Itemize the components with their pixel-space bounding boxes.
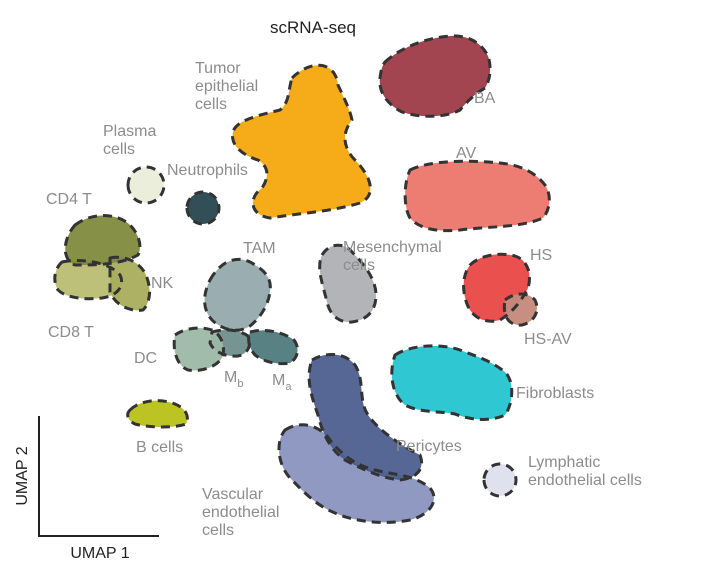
cluster-label-line: BA bbox=[474, 90, 496, 107]
cluster-label-line: epithelial bbox=[195, 78, 258, 95]
cluster-label-neutrophils: Neutrophils bbox=[167, 162, 248, 179]
cluster-outlines bbox=[53, 34, 551, 524]
cluster-label-line: Fibroblasts bbox=[516, 385, 594, 402]
cluster-label-pericytes: Pericytes bbox=[396, 438, 462, 455]
cluster-label-line: Plasma bbox=[103, 123, 156, 140]
cluster-label-ma: Ma bbox=[272, 372, 292, 393]
cluster-label-av: AV bbox=[456, 145, 476, 162]
cluster-label-line: endothelial cells bbox=[528, 472, 642, 489]
cluster-label-cd4t: CD4 T bbox=[46, 191, 92, 208]
cluster-label-lymphatic: Lymphatic endothelial cells bbox=[528, 454, 642, 489]
cluster-label-hs: HS bbox=[530, 247, 552, 264]
cluster-label-subscript: a bbox=[285, 381, 292, 393]
cluster-outline-cd4t bbox=[63, 214, 142, 267]
cluster-label-mesenchymal: Mesenchymal cells bbox=[343, 239, 442, 274]
cluster-label-line: Lymphatic bbox=[528, 454, 600, 471]
cluster-label-line: TAM bbox=[243, 240, 276, 257]
cluster-outline-vascular bbox=[277, 423, 436, 524]
cluster-label-tumor: Tumor epithelial cells bbox=[195, 60, 258, 113]
cluster-label-nk: NK bbox=[151, 275, 174, 292]
cluster-outline-nk bbox=[108, 255, 152, 312]
cluster-av bbox=[405, 161, 550, 231]
cluster-label-ba: BA bbox=[474, 90, 496, 107]
cluster-label-line: B cells bbox=[136, 439, 183, 456]
y-axis-label: UMAP 2 bbox=[14, 446, 31, 505]
cluster-label-line: Pericytes bbox=[396, 438, 462, 455]
cluster-nk bbox=[110, 257, 150, 311]
cluster-label-base: M bbox=[272, 372, 285, 389]
cluster-blobs bbox=[54, 35, 550, 523]
cluster-label-base: M bbox=[224, 369, 237, 386]
cluster-cd4t bbox=[65, 215, 140, 265]
cluster-ba bbox=[379, 35, 491, 117]
cluster-plasma bbox=[128, 167, 164, 203]
cluster-label-plasma: Plasma cells bbox=[103, 123, 156, 158]
cluster-label-cd8t: CD8 T bbox=[48, 324, 94, 341]
cluster-outline-hs bbox=[462, 252, 531, 323]
cluster-label-line: HS-AV bbox=[524, 331, 572, 348]
cluster-label-line: Tumor bbox=[195, 60, 241, 77]
cluster-vascular bbox=[278, 424, 434, 523]
cluster-outline-av bbox=[403, 159, 551, 233]
cluster-label-line: DC bbox=[134, 350, 157, 367]
cluster-outline-fibroblasts bbox=[390, 344, 514, 421]
cluster-outline-tumor bbox=[231, 63, 372, 220]
cluster-label-line: cells bbox=[103, 141, 135, 158]
cluster-label-line: CD4 T bbox=[46, 191, 92, 208]
cluster-bcells bbox=[127, 400, 188, 427]
cluster-outline-plasma bbox=[126, 165, 166, 205]
cluster-cd8t bbox=[54, 260, 122, 299]
cluster-label-line: HS bbox=[530, 247, 552, 264]
cluster-label-subscript: b bbox=[237, 378, 243, 390]
cluster-label-line: cells bbox=[343, 257, 375, 274]
cluster-label-mb: Mb bbox=[224, 369, 243, 390]
cluster-outline-bcells bbox=[126, 399, 189, 429]
cluster-outline-pericytes bbox=[307, 353, 424, 482]
cluster-lymphatic bbox=[484, 464, 516, 496]
x-axis-label: UMAP 1 bbox=[70, 545, 129, 562]
cluster-dc bbox=[174, 327, 224, 371]
cluster-outline-ma bbox=[247, 328, 299, 366]
cluster-ma bbox=[248, 330, 298, 364]
cluster-label-line: Neutrophils bbox=[167, 162, 248, 179]
cluster-label-line: cells bbox=[202, 522, 234, 539]
cluster-outline-mesenchymal bbox=[318, 243, 378, 324]
cluster-tam bbox=[204, 259, 271, 331]
cluster-label-line: cells bbox=[195, 96, 227, 113]
cluster-label-line: CD8 T bbox=[48, 324, 94, 341]
axis-indicator: UMAP 1 UMAP 2 bbox=[14, 416, 159, 562]
cluster-label-tam: TAM bbox=[243, 240, 276, 257]
cluster-fibroblasts bbox=[391, 345, 512, 420]
cluster-neutrophils bbox=[187, 192, 219, 224]
cluster-label-bcells: B cells bbox=[136, 439, 183, 456]
cluster-outline-lymphatic bbox=[482, 462, 518, 498]
cluster-label-line: Mesenchymal bbox=[343, 239, 442, 256]
cluster-label-line: AV bbox=[456, 145, 476, 162]
cluster-label-line: Vascular bbox=[202, 486, 264, 503]
cluster-outline-hsav bbox=[502, 292, 539, 327]
chart-title: scRNA-seq bbox=[270, 18, 356, 37]
cluster-label-hsav: HS-AV bbox=[524, 331, 572, 348]
cluster-label-fibroblasts: Fibroblasts bbox=[516, 385, 594, 402]
cluster-outline-neutrophils bbox=[185, 190, 221, 226]
cluster-outline-tam bbox=[203, 257, 272, 332]
cluster-label-line: endothelial bbox=[202, 504, 279, 521]
cluster-outline-mb bbox=[208, 328, 252, 358]
cluster-label-line: NK bbox=[151, 275, 174, 292]
cluster-outline-cd8t bbox=[53, 259, 124, 301]
cluster-label-vascular: Vascular endothelial cells bbox=[202, 486, 279, 539]
cluster-hsav bbox=[504, 294, 537, 326]
cluster-label-dc: DC bbox=[134, 350, 157, 367]
